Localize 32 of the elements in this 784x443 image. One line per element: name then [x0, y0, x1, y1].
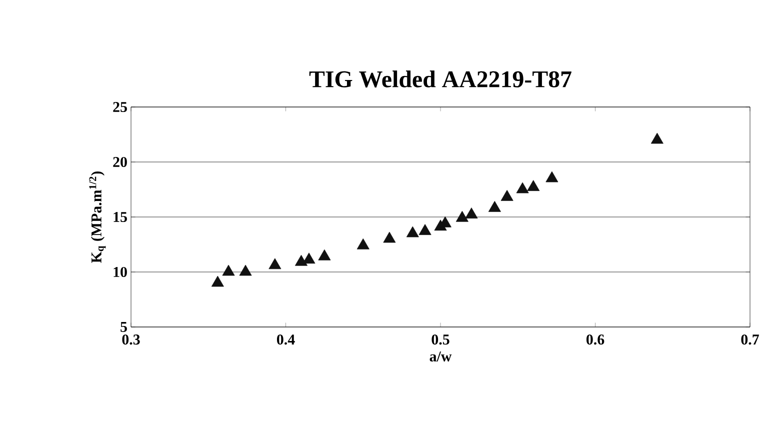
point [294, 254, 308, 266]
point [516, 182, 529, 194]
point [465, 208, 478, 218]
x-tick-label: 0.6 [586, 334, 604, 345]
point [211, 276, 224, 287]
point [418, 224, 432, 235]
point [456, 210, 468, 222]
point [302, 252, 316, 264]
point [488, 200, 501, 212]
point [318, 249, 331, 260]
point [222, 264, 235, 276]
point [527, 180, 540, 191]
point [356, 238, 370, 250]
y-axis-title: K$_{q}$ (MPa.m$^{1/2}$) [89, 171, 106, 263]
point [383, 232, 396, 243]
point [239, 264, 252, 276]
point [268, 258, 282, 270]
y-tick-label: 10 [114, 266, 127, 278]
y-tick-label: 5 [120, 322, 127, 332]
y-tick-label: 20 [113, 156, 127, 168]
y-tick-label: 15 [114, 212, 127, 222]
point [406, 226, 419, 238]
point [546, 171, 558, 182]
x-tick-label: 0.5 [432, 334, 450, 345]
chart-title: TIG Welded AA2219-T87 [309, 70, 572, 88]
x-axis-title: a/w [430, 351, 452, 362]
x-tick-label: 0.3 [122, 334, 140, 345]
point [650, 132, 664, 144]
x-tick-label: 0.7 [741, 334, 759, 345]
point [500, 190, 514, 201]
x-tick-label: 0.4 [276, 334, 295, 345]
y-tick-label: 25 [113, 102, 127, 112]
